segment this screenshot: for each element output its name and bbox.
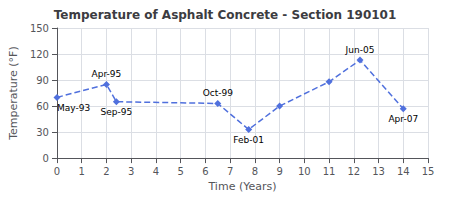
svg-text:8: 8 — [252, 166, 258, 177]
svg-text:Temperature of Asphalt Concret: Temperature of Asphalt Concrete - Sectio… — [54, 8, 397, 22]
svg-text:10: 10 — [298, 166, 311, 177]
svg-text:90: 90 — [36, 75, 49, 86]
svg-text:15: 15 — [422, 166, 435, 177]
svg-text:Jun-05: Jun-05 — [345, 45, 375, 55]
svg-text:0: 0 — [54, 166, 60, 177]
svg-text:13: 13 — [372, 166, 385, 177]
svg-text:Feb-01: Feb-01 — [233, 135, 264, 145]
svg-text:7: 7 — [227, 166, 233, 177]
svg-text:5: 5 — [177, 166, 183, 177]
svg-text:May-93: May-93 — [57, 103, 90, 113]
svg-text:14: 14 — [397, 166, 410, 177]
svg-text:Oct-99: Oct-99 — [203, 88, 234, 98]
svg-text:0: 0 — [43, 153, 49, 164]
svg-text:12: 12 — [347, 166, 360, 177]
svg-text:120: 120 — [30, 49, 49, 60]
svg-text:30: 30 — [36, 127, 49, 138]
svg-text:2: 2 — [103, 166, 109, 177]
svg-text:60: 60 — [36, 101, 49, 112]
svg-text:Temperature (°F): Temperature (°F) — [7, 46, 20, 141]
svg-text:6: 6 — [202, 166, 208, 177]
svg-text:3: 3 — [128, 166, 134, 177]
svg-text:Sep-95: Sep-95 — [101, 107, 133, 117]
svg-text:11: 11 — [323, 166, 336, 177]
svg-text:Apr-07: Apr-07 — [388, 114, 418, 124]
svg-text:150: 150 — [30, 23, 49, 34]
svg-text:9: 9 — [276, 166, 282, 177]
svg-text:4: 4 — [153, 166, 159, 177]
svg-text:1: 1 — [79, 166, 85, 177]
svg-text:Apr-95: Apr-95 — [92, 69, 122, 79]
svg-text:Time (Years): Time (Years) — [207, 180, 276, 193]
